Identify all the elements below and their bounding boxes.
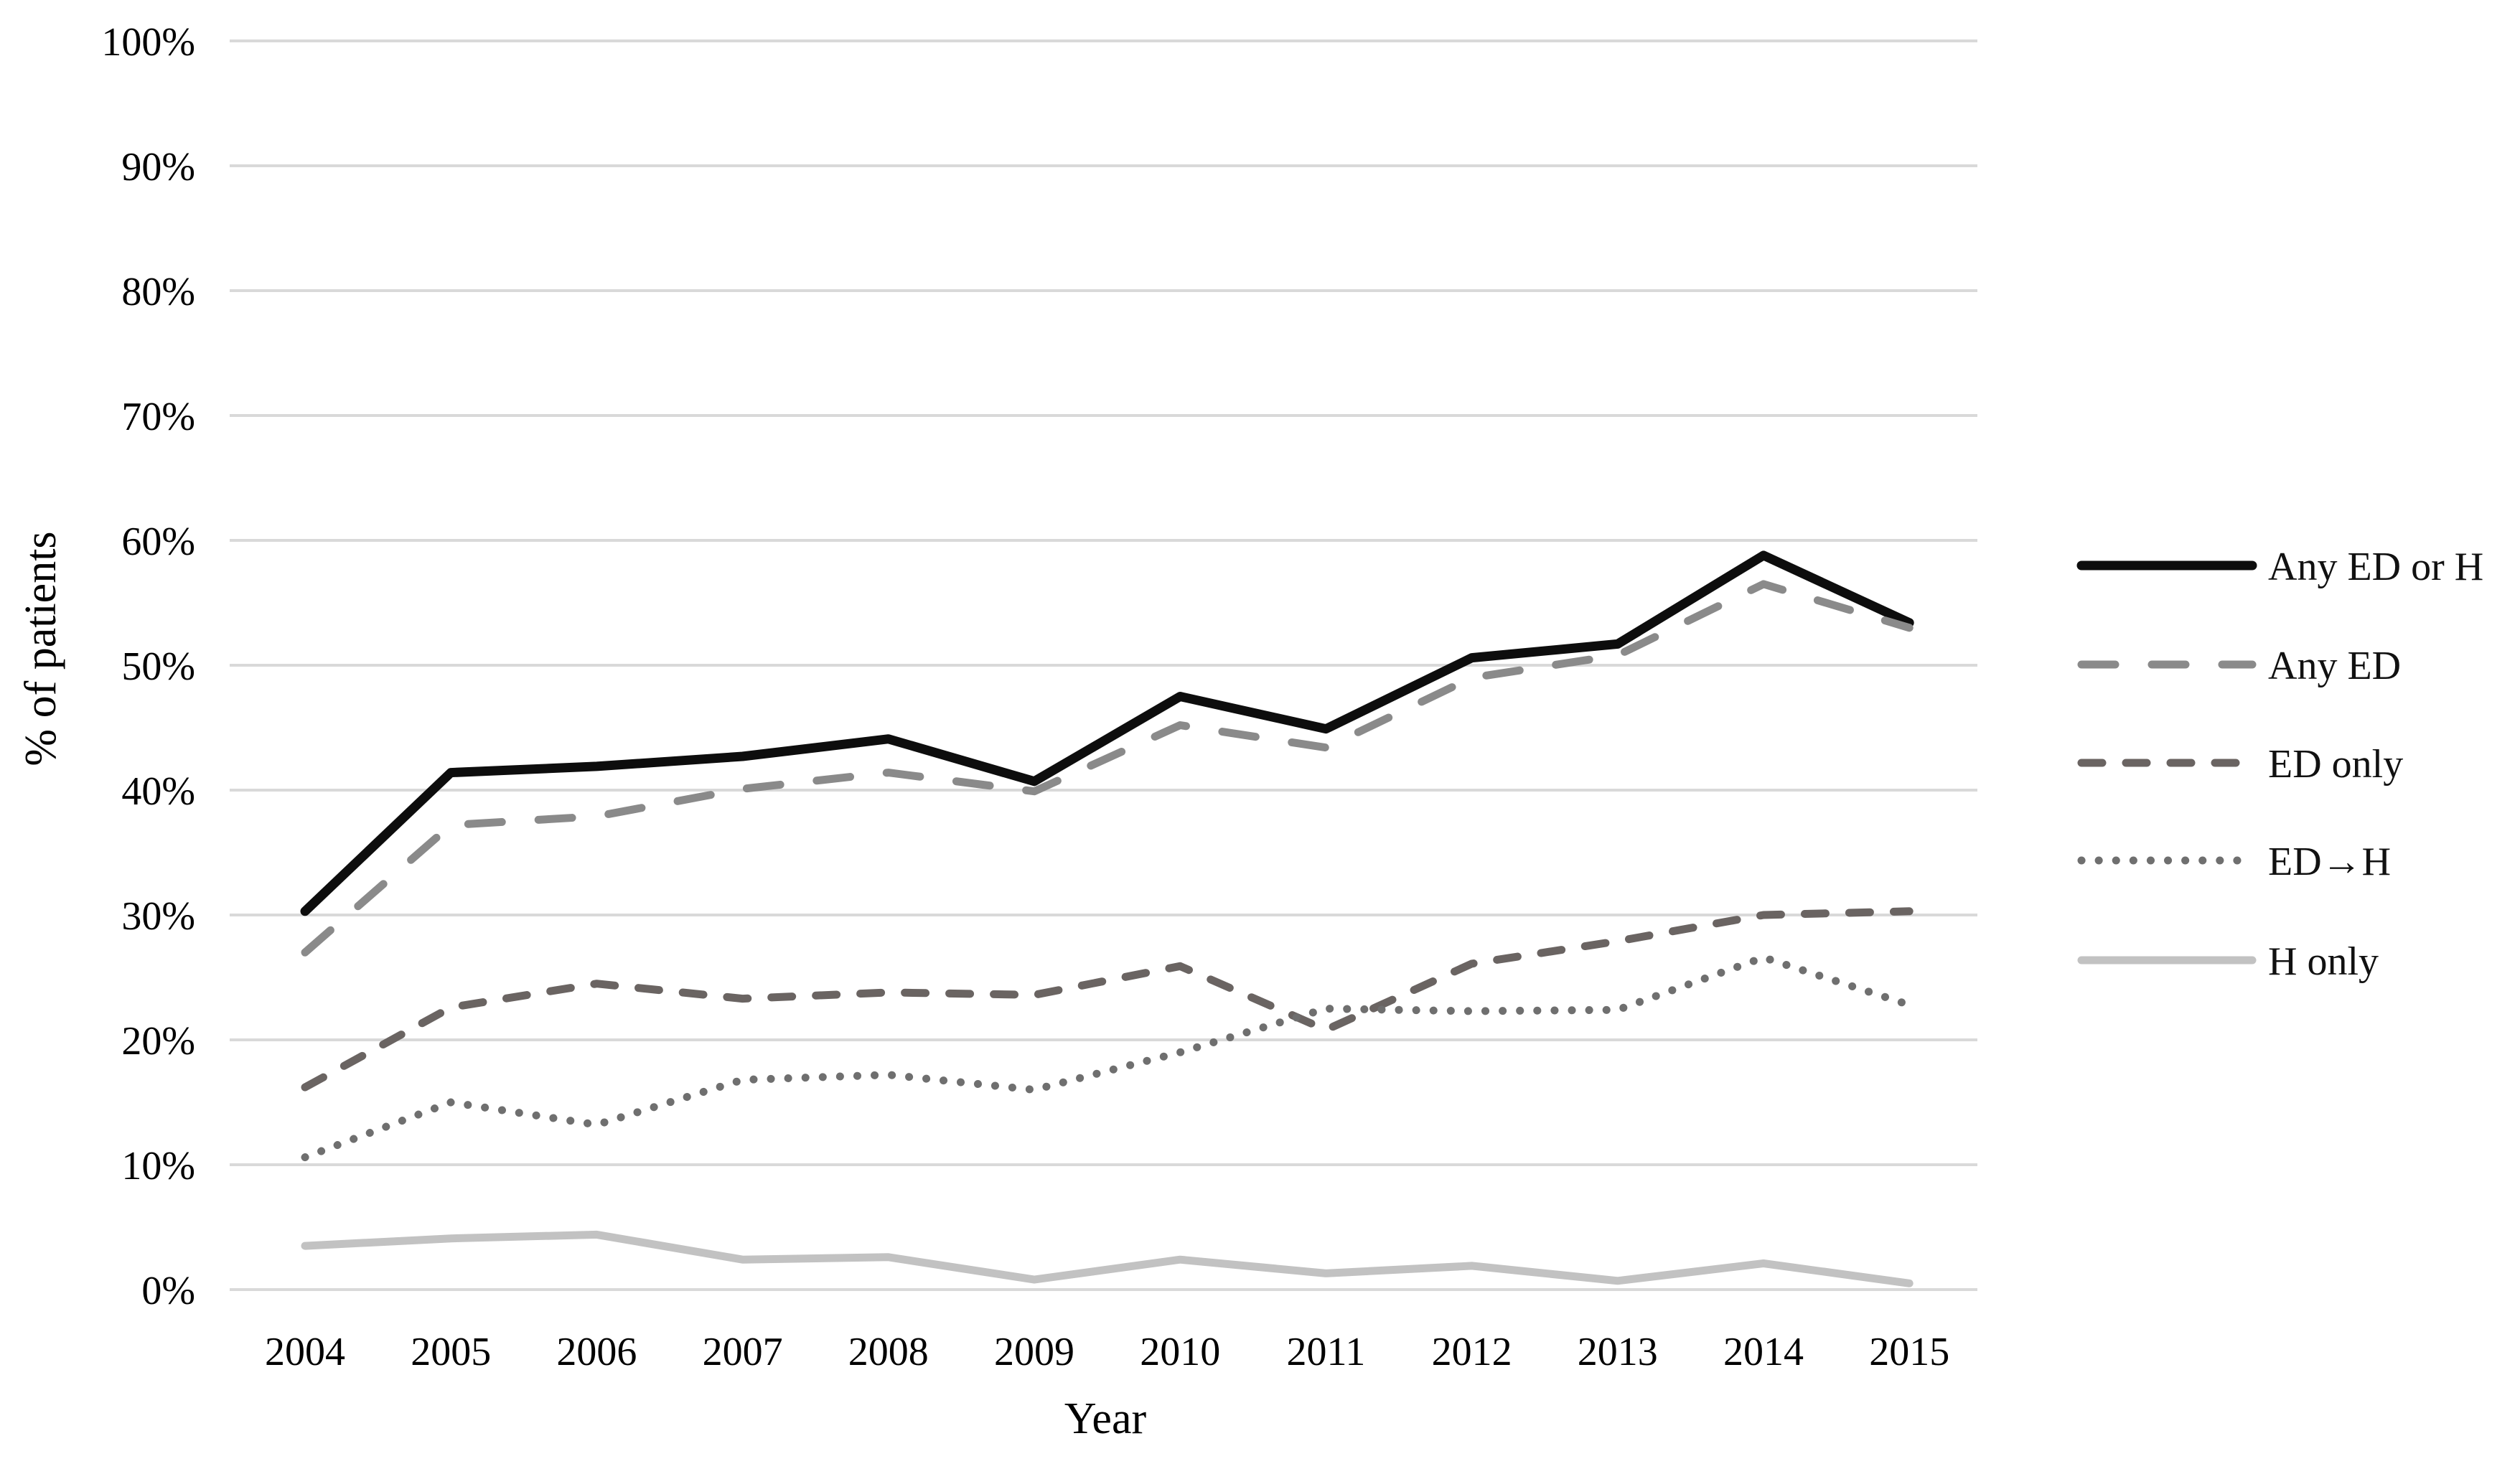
y-tick-label: 70% <box>121 395 195 439</box>
series-line-any-ed-or-h <box>300 550 1914 916</box>
x-tick-label: 2015 <box>1869 1330 1949 1374</box>
x-tick-label: 2004 <box>265 1330 345 1374</box>
x-tick-label: 2011 <box>1286 1330 1365 1374</box>
y-tick-label: 10% <box>121 1144 195 1188</box>
y-tick-label: 0% <box>141 1269 195 1313</box>
series-line-ed-h <box>301 953 1914 1162</box>
y-tick-label: 80% <box>121 270 195 314</box>
legend-item: ED only <box>2077 742 2403 787</box>
y-tick-label: 100% <box>101 20 195 65</box>
series-line-ed-only <box>301 907 1914 1092</box>
x-tick-label: 2013 <box>1578 1330 1658 1374</box>
x-axis-title: Year <box>1064 1394 1147 1443</box>
y-axis-title: % of patients <box>17 531 65 766</box>
y-tick-label: 40% <box>121 769 195 814</box>
legend-label-h-only: H only <box>2268 939 2379 984</box>
legend-label-ed-h: ED→H <box>2268 840 2391 884</box>
legend-item: H only <box>2077 939 2379 984</box>
y-tick-label: 20% <box>121 1019 195 1064</box>
series-line-any-ed <box>301 580 1914 957</box>
legend-label-any-ed-or-h: Any ED or H <box>2268 545 2483 589</box>
legend-item: Any ED <box>2077 644 2401 688</box>
x-tick-label: 2012 <box>1432 1330 1512 1374</box>
y-tick-label: 50% <box>121 644 195 689</box>
x-tick-label: 2006 <box>556 1330 637 1374</box>
x-tick-label: 2009 <box>994 1330 1074 1374</box>
legend-label-any-ed: Any ED <box>2268 644 2401 688</box>
y-tick-label: 60% <box>121 520 195 564</box>
y-tick-label: 30% <box>121 894 195 939</box>
x-tick-label: 2007 <box>703 1330 783 1374</box>
x-tick-label: 2014 <box>1723 1330 1804 1374</box>
x-tick-label: 2005 <box>411 1330 491 1374</box>
series-line-h-only <box>301 1230 1914 1287</box>
x-tick-label: 2010 <box>1140 1330 1220 1374</box>
x-tick-label: 2008 <box>848 1330 929 1374</box>
legend-item: ED→H <box>2077 840 2391 884</box>
legend-item: Any ED or H <box>2076 545 2483 589</box>
legend-label-ed-only: ED only <box>2268 742 2403 787</box>
y-tick-label: 90% <box>121 145 195 189</box>
